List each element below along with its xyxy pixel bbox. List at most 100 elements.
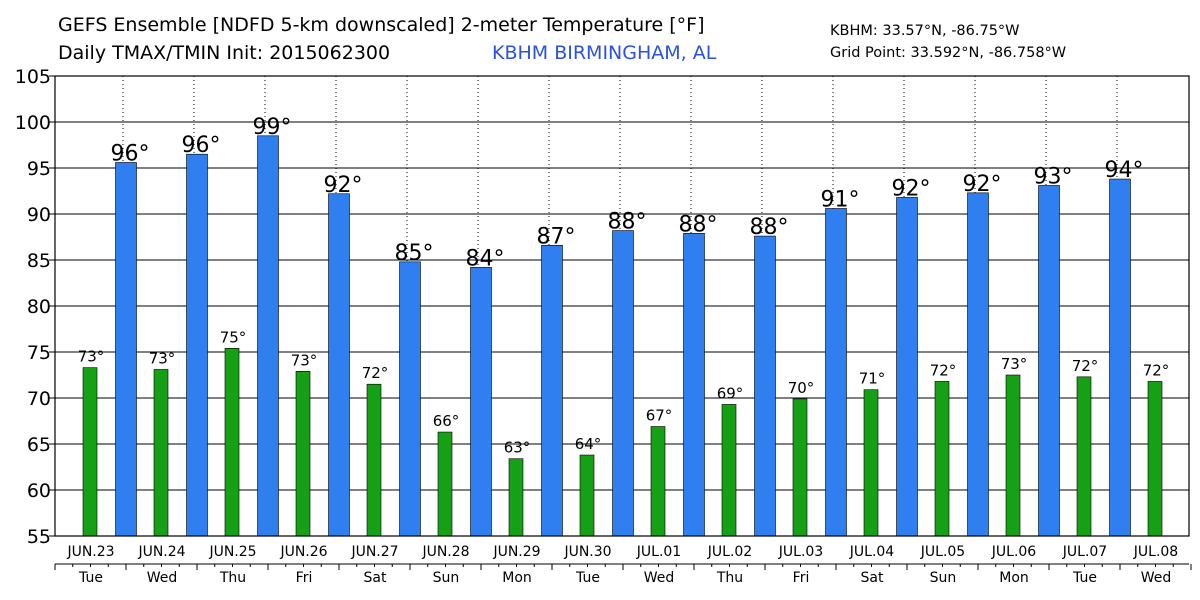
tmax-bar — [754, 235, 776, 537]
chart-subtitle: Daily TMAX/TMIN Init: 2015062300 — [58, 42, 391, 64]
x-date-label: JUL.07 — [1062, 544, 1107, 560]
tmin-bar — [153, 369, 169, 537]
x-date-label: JUL.01 — [636, 544, 681, 560]
x-day-label: Fri — [793, 570, 810, 586]
tmax-bar — [896, 197, 918, 537]
tmax-bar — [1109, 178, 1131, 537]
x-date-label: JUN.30 — [563, 544, 611, 560]
tmin-label: 73° — [149, 349, 176, 367]
tmin-bar — [295, 371, 311, 537]
y-tick-label: 105 — [15, 66, 51, 88]
y-tick-label: 80 — [27, 296, 51, 318]
y-tick-label: 55 — [27, 526, 51, 548]
tmin-bar — [721, 404, 737, 537]
y-tick-label: 85 — [27, 250, 51, 272]
x-day-label: Sat — [364, 570, 387, 586]
y-tick-label: 60 — [27, 480, 51, 502]
tmax-bar — [541, 244, 563, 537]
data-labels: 73° 73° 75° 73° 72° 66° 63° 64° 67° 69° 70° 71° 72° 7… — [78, 115, 1170, 457]
tmin-bar — [579, 454, 595, 537]
tmin-label: 63° — [504, 439, 531, 457]
y-tick-label: 75 — [27, 342, 51, 364]
x-day-label: Mon — [502, 570, 532, 586]
tmin-label: 69° — [717, 384, 744, 402]
plot-frame — [54, 75, 1190, 537]
tmax-bar — [683, 233, 705, 537]
tmin-label: 75° — [220, 328, 247, 346]
y-tick-label: 90 — [27, 204, 51, 226]
x-day-label: Tue — [1072, 570, 1097, 586]
tmax-label: 96° — [182, 133, 221, 158]
x-date-label: JUN.25 — [208, 544, 256, 560]
x-day-label: Mon — [999, 570, 1029, 586]
y-tick-label: 100 — [15, 112, 51, 134]
y-tick-label: 65 — [27, 434, 51, 456]
tmax-bar — [115, 162, 137, 537]
x-day-label: Wed — [1141, 570, 1172, 586]
tmin-label: 72° — [930, 361, 957, 379]
tmax-bar — [825, 208, 847, 537]
tmax-label: 88° — [608, 210, 647, 235]
tmax-bar — [1038, 185, 1060, 537]
tmin-bar — [1147, 381, 1163, 537]
tmin-label: 73° — [1001, 355, 1028, 373]
tmin-label: 73° — [291, 351, 318, 369]
tmax-label: 93° — [1034, 164, 1073, 189]
tmin-bar — [792, 398, 808, 537]
tmax-bar — [470, 267, 492, 537]
bars — [82, 135, 1163, 537]
tmax-label: 92° — [963, 172, 1002, 197]
tmax-label: 85° — [395, 241, 434, 266]
tmin-bar — [508, 458, 524, 537]
tmin-label: 66° — [433, 412, 460, 430]
x-date-label: JUN.27 — [350, 544, 398, 560]
tmin-bar — [82, 367, 98, 537]
x-date-label: JUL.05 — [920, 544, 965, 560]
tmax-bar — [186, 153, 208, 537]
x-day-label: Wed — [644, 570, 675, 586]
x-date-label: JUL.02 — [707, 544, 752, 560]
tmax-bar — [399, 261, 421, 537]
tmin-label: 71° — [859, 370, 886, 388]
station-coordinates: KBHM: 33.57°N, -86.75°W — [830, 23, 1020, 39]
tmax-bar — [257, 135, 279, 537]
x-day-label: Tue — [575, 570, 600, 586]
x-date-label: JUL.06 — [991, 544, 1037, 560]
tmin-label: 70° — [788, 379, 815, 397]
tmin-label: 73° — [78, 348, 105, 366]
x-date-label: JUN.29 — [492, 544, 540, 560]
tmin-label: 72° — [1143, 361, 1170, 379]
tmax-label: 88° — [679, 212, 718, 237]
tmin-bar — [650, 426, 666, 537]
tmax-label: 84° — [466, 246, 505, 271]
x-day-label: Sat — [861, 570, 884, 586]
tmax-label: 91° — [821, 187, 860, 212]
x-day-label: Thu — [716, 570, 743, 586]
tmin-label: 64° — [575, 435, 602, 453]
x-day-label: Fri — [296, 570, 313, 586]
grid-point-coordinates: Grid Point: 33.592°N, -86.758°W — [830, 45, 1067, 61]
tmin-label: 72° — [1072, 357, 1099, 375]
tmax-bar — [612, 230, 634, 537]
tmin-label: 72° — [362, 364, 389, 382]
x-date-label: JUL.08 — [1133, 544, 1178, 560]
location-label: KBHM BIRMINGHAM, AL — [492, 42, 717, 64]
x-date-label: JUN.23 — [66, 544, 114, 560]
tmax-bar — [328, 193, 350, 537]
tmin-bar — [863, 389, 879, 537]
tmax-label: 92° — [892, 176, 931, 201]
x-date-label: JUL.04 — [849, 544, 895, 560]
x-date-label: JUN.24 — [137, 544, 185, 560]
tmax-label: 92° — [324, 173, 363, 198]
x-day-label: Thu — [219, 570, 246, 586]
x-date-label: JUN.26 — [279, 544, 327, 560]
x-day-label: Tue — [78, 570, 103, 586]
y-tick-label: 70 — [27, 388, 51, 410]
y-tick-label: 95 — [27, 158, 51, 180]
tmax-label: 99° — [253, 115, 292, 140]
tmin-bar — [437, 431, 453, 537]
chart-title: GEFS Ensemble [NDFD 5-km downscaled] 2-m… — [58, 14, 705, 36]
tmin-bar — [1005, 374, 1021, 537]
tmax-label: 96° — [111, 141, 150, 166]
